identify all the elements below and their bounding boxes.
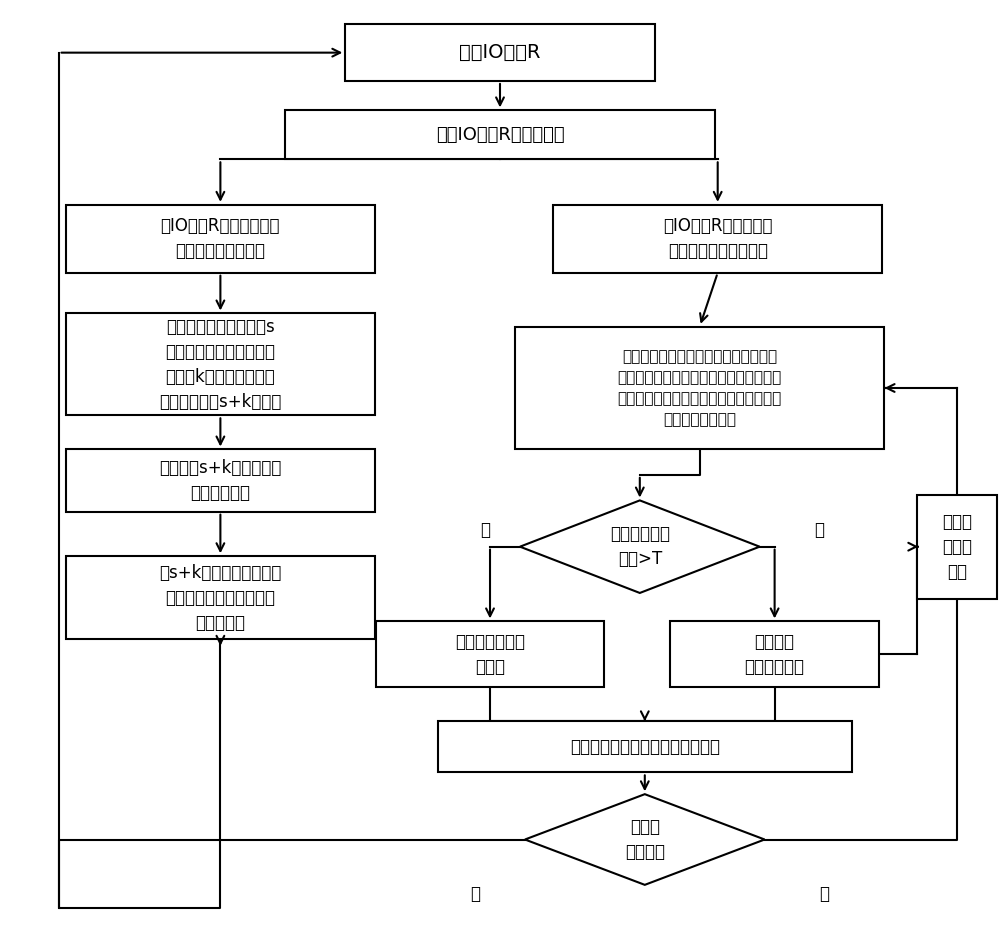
FancyBboxPatch shape <box>438 722 852 773</box>
FancyBboxPatch shape <box>515 326 884 449</box>
FancyBboxPatch shape <box>345 25 655 81</box>
Text: 将选取的每一个条带的s
个用户数据页面采用纠删
码生成k个冗余数据页面
共计待写入的s+k个页面: 将选取的每一个条带的s 个用户数据页面采用纠删 码生成k个冗余数据页面 共计待写… <box>159 318 282 411</box>
Text: 是: 是 <box>815 520 825 538</box>
Text: 否: 否 <box>480 520 490 538</box>
Text: 是: 是 <box>470 885 480 903</box>
Text: 页面最大错误
数量>T: 页面最大错误 数量>T <box>610 525 670 569</box>
FancyBboxPatch shape <box>66 556 375 639</box>
FancyBboxPatch shape <box>66 204 375 272</box>
Text: 选择下
一个子
请求: 选择下 一个子 请求 <box>942 513 972 581</box>
FancyBboxPatch shape <box>285 111 715 159</box>
Text: 子请求
处理完毕: 子请求 处理完毕 <box>625 818 665 861</box>
Polygon shape <box>520 500 760 593</box>
Text: 判定IO请求R的读写类型: 判定IO请求R的读写类型 <box>436 126 564 144</box>
Text: 将IO请求R的写数据按照
条带为单位进行选取: 将IO请求R的写数据按照 条带为单位进行选取 <box>161 218 280 260</box>
Text: 使用纠删
码纠正位错误: 使用纠删 码纠正位错误 <box>745 633 805 675</box>
Text: 接收IO请求R: 接收IO请求R <box>459 44 541 62</box>
FancyBboxPatch shape <box>670 622 879 688</box>
FancyBboxPatch shape <box>66 449 375 512</box>
Text: 否: 否 <box>820 885 830 903</box>
Text: 将s+k个页面及各个页面
的校验和、纠错码一同写
入存储设备: 将s+k个页面及各个页面 的校验和、纠错码一同写 入存储设备 <box>159 564 282 632</box>
Text: 返回子请求各个页面所包含的数据: 返回子请求各个页面所包含的数据 <box>570 738 720 756</box>
Polygon shape <box>525 795 765 885</box>
Text: 针对当前的子请求，读取子请求的各个
页面及其校验和、纠错码，计算各个页面
的校验和并识别各个页面的位错误，找出
位错误最多的页面: 针对当前的子请求，读取子请求的各个 页面及其校验和、纠错码，计算各个页面 的校验… <box>618 349 782 427</box>
FancyBboxPatch shape <box>553 204 882 272</box>
FancyBboxPatch shape <box>66 313 375 415</box>
Text: 分别计算s+k个页面的校
验和、纠错码: 分别计算s+k个页面的校 验和、纠错码 <box>159 459 282 502</box>
Text: 将IO请求R划分为分别
属于不同条带的子请求: 将IO请求R划分为分别 属于不同条带的子请求 <box>663 218 772 260</box>
FancyBboxPatch shape <box>376 622 604 688</box>
FancyBboxPatch shape <box>917 495 997 599</box>
Text: 使用纠错码纠正
位错误: 使用纠错码纠正 位错误 <box>455 633 525 675</box>
